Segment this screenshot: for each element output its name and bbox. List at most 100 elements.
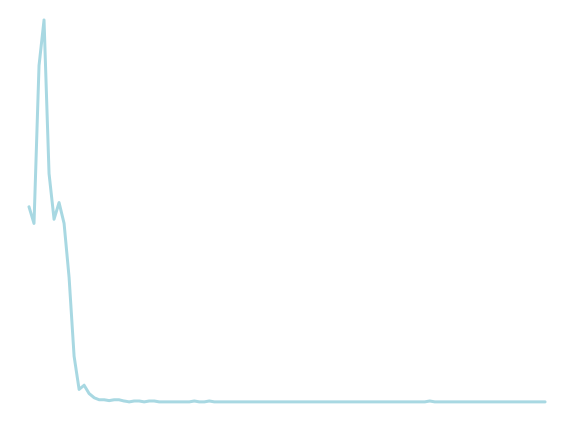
data-point: [523, 400, 526, 403]
data-point: [133, 400, 136, 403]
data-point: [423, 400, 426, 403]
data-point: [383, 400, 386, 403]
data-point: [528, 400, 531, 403]
data-point: [233, 400, 236, 403]
data-point: [458, 400, 461, 403]
data-point: [318, 400, 321, 403]
data-point: [203, 400, 206, 403]
data-point: [98, 398, 101, 401]
data-point: [303, 400, 306, 403]
data-point: [138, 400, 141, 403]
data-point: [413, 400, 416, 403]
data-point: [368, 400, 371, 403]
data-point: [113, 398, 116, 401]
data-point: [408, 400, 411, 403]
data-point: [243, 400, 246, 403]
data-point: [544, 400, 547, 403]
data-point: [263, 400, 266, 403]
data-point: [193, 400, 196, 403]
data-point: [188, 400, 191, 403]
data-point: [453, 400, 456, 403]
data-point: [198, 400, 201, 403]
data-point: [173, 400, 176, 403]
data-point: [223, 400, 226, 403]
data-point: [238, 400, 241, 403]
data-point: [508, 400, 511, 403]
data-point: [433, 400, 436, 403]
data-point: [93, 396, 96, 399]
data-point: [268, 400, 271, 403]
data-point: [63, 222, 66, 225]
data-point: [323, 400, 326, 403]
data-point: [283, 400, 286, 403]
data-point: [533, 400, 536, 403]
data-point: [253, 400, 256, 403]
data-point: [463, 400, 466, 403]
data-point: [298, 400, 301, 403]
data-point: [218, 400, 221, 403]
data-point: [208, 400, 211, 403]
data-point: [338, 400, 341, 403]
data-point: [78, 388, 81, 391]
data-point: [168, 400, 171, 403]
data-point: [73, 355, 76, 358]
data-point: [378, 400, 381, 403]
data-point: [248, 400, 251, 403]
data-point: [83, 384, 86, 387]
data-point: [128, 400, 131, 403]
plot-area: [27, 18, 547, 404]
data-point: [478, 400, 481, 403]
data-point: [398, 400, 401, 403]
data-point: [53, 218, 56, 221]
data-point: [358, 400, 361, 403]
data-point: [158, 400, 161, 403]
data-point: [153, 400, 156, 403]
data-point: [328, 400, 331, 403]
data-point: [183, 400, 186, 403]
data-point: [513, 400, 516, 403]
data-point: [48, 172, 51, 175]
data-point: [43, 19, 46, 22]
data-point: [428, 400, 431, 403]
data-point: [308, 400, 311, 403]
data-point: [123, 400, 126, 403]
data-point: [333, 400, 336, 403]
data-point: [28, 205, 31, 208]
data-point: [488, 400, 491, 403]
data-point: [538, 400, 541, 403]
data-point: [473, 400, 476, 403]
data-point: [68, 276, 71, 279]
data-point: [498, 400, 501, 403]
series-line-0: [27, 18, 547, 404]
data-point: [363, 400, 366, 403]
data-point: [403, 400, 406, 403]
data-point: [348, 400, 351, 403]
data-point: [103, 398, 106, 401]
data-point: [88, 392, 91, 395]
data-point: [418, 400, 421, 403]
data-point: [438, 400, 441, 403]
data-point: [228, 400, 231, 403]
data-point: [448, 400, 451, 403]
data-point: [503, 400, 506, 403]
data-point: [213, 400, 216, 403]
data-point: [38, 64, 41, 67]
data-point: [278, 400, 281, 403]
data-point: [393, 400, 396, 403]
data-point: [58, 201, 61, 204]
data-point: [373, 400, 376, 403]
data-point: [388, 400, 391, 403]
data-point: [118, 398, 121, 401]
data-point: [483, 400, 486, 403]
data-point: [178, 400, 181, 403]
data-point: [353, 400, 356, 403]
data-point: [148, 400, 151, 403]
data-point: [273, 400, 276, 403]
data-point: [313, 400, 316, 403]
data-point: [343, 400, 346, 403]
data-point: [163, 400, 166, 403]
data-point: [33, 222, 36, 225]
